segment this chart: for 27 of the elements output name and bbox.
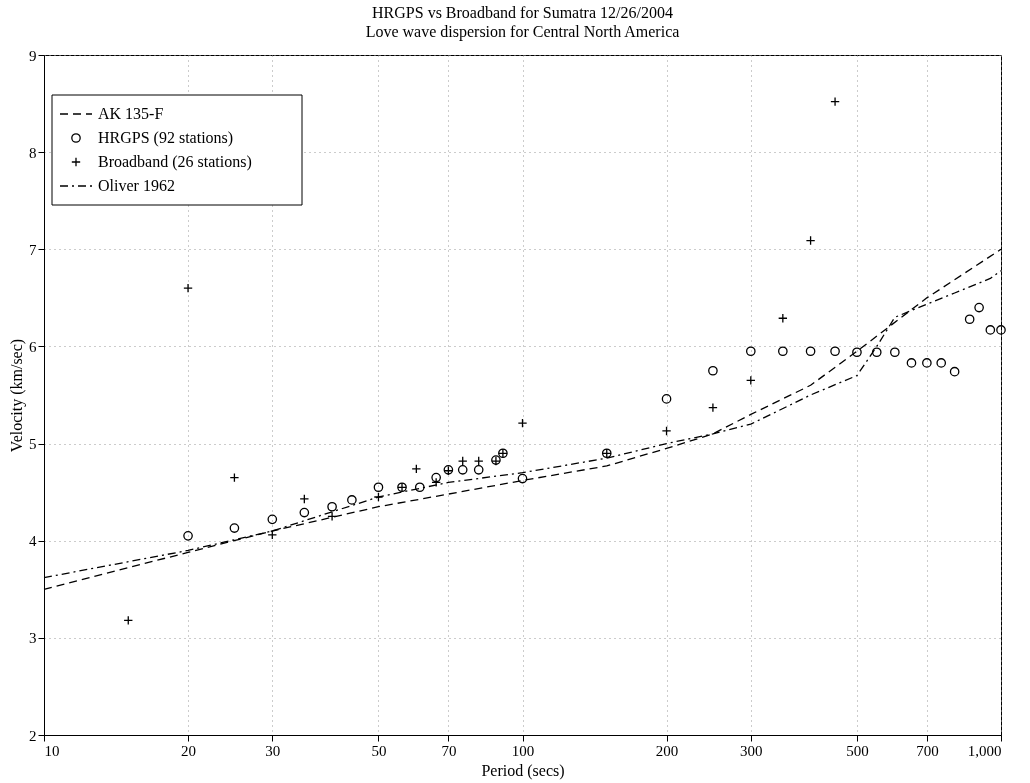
x-tick-label: 50 [371,742,387,759]
y-tick-label: 7 [29,241,37,258]
x-tick-label: 10 [44,742,60,759]
y-tick-label: 4 [29,533,37,550]
y-tick-label: 3 [29,630,37,647]
x-tick-label: 1,000 [967,742,1002,759]
legend-label: AK 135-F [98,105,164,122]
x-axis-title: Period (secs) [481,761,565,780]
y-tick-label: 5 [29,436,37,453]
legend-label: HRGPS (92 stations) [98,129,234,147]
y-tick-label: 9 [29,47,37,64]
chart-title: HRGPS vs Broadband for Sumatra 12/26/2004 [372,4,673,21]
y-tick-label: 6 [29,338,37,355]
chart-subtitle: Love wave dispersion for Central North America [365,23,680,41]
x-tick-label: 500 [846,742,869,759]
x-tick-label: 200 [655,742,679,759]
y-axis-title: Velocity (km/sec) [8,338,26,453]
legend-label: Oliver 1962 [98,177,175,194]
legend-label: Broadband (26 stations) [98,153,252,171]
x-tick-label: 300 [740,742,763,759]
y-tick-label: 2 [29,727,37,744]
x-tick-label: 30 [265,742,281,759]
y-tick-label: 8 [29,144,37,161]
x-tick-label: 70 [441,742,457,759]
x-tick-label: 700 [916,742,939,759]
x-tick-label: 20 [181,742,197,759]
x-tick-label: 100 [511,742,535,759]
